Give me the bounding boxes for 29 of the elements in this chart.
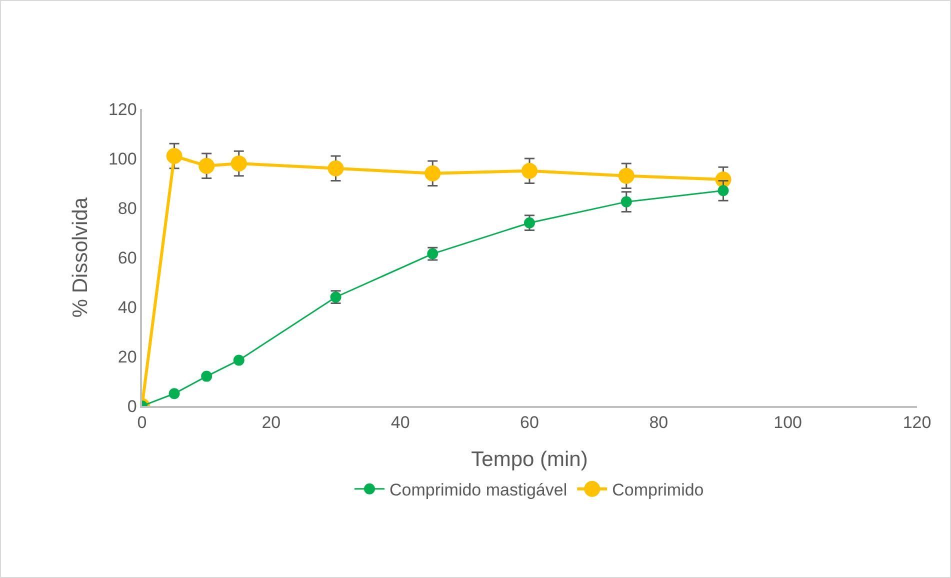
point (201, 370, 212, 382)
x-axis-title: Tempo (min) (471, 448, 588, 471)
point (168, 388, 180, 400)
y-tick-label: 20 (118, 347, 137, 366)
x-tick-label: 60 (520, 413, 539, 432)
point (166, 148, 182, 164)
y-axis-title: % Dissolvida (69, 197, 92, 318)
y-tick-label: 120 (108, 100, 137, 119)
point (230, 155, 247, 172)
point (198, 158, 215, 174)
x-tick-label: 20 (262, 413, 281, 432)
point (618, 168, 634, 184)
y-tick-label: 80 (118, 198, 137, 218)
y-tick-label: 100 (108, 149, 137, 168)
point (328, 160, 344, 176)
point (718, 185, 729, 196)
point (424, 165, 441, 182)
y-tick-label: 60 (118, 248, 137, 268)
x-tick-label: 100 (774, 413, 802, 432)
y-tick-label: 40 (118, 298, 137, 317)
x-tick-label: 40 (390, 413, 410, 432)
x-tick-label: 80 (649, 413, 668, 432)
point (620, 196, 632, 208)
point (233, 354, 244, 366)
x-tick-label: 120 (902, 413, 932, 432)
point (522, 162, 538, 179)
y-tick-label: 0 (127, 396, 137, 416)
legend-label: Comprimido mastigável (390, 480, 568, 500)
legend-label: Comprimido (612, 480, 704, 500)
